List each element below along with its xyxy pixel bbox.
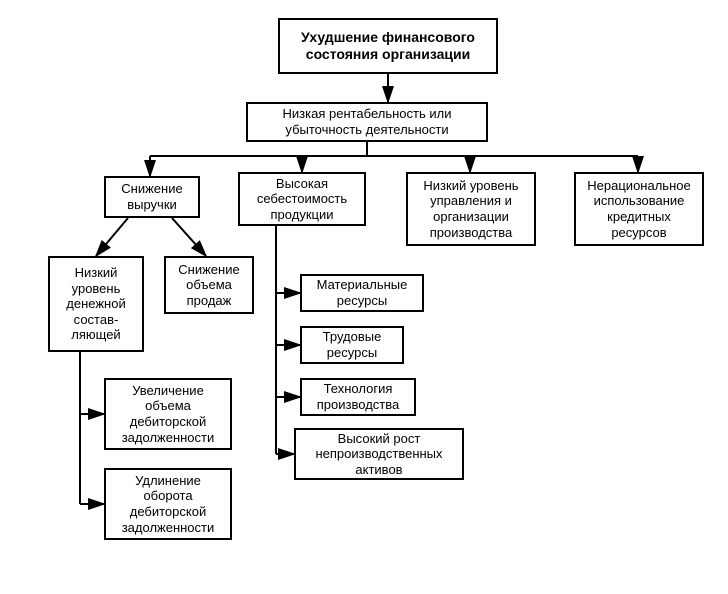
- node-label: Трудовые ресурсы: [308, 329, 396, 360]
- diagram-canvas: Ухудшение финансового состояния организа…: [0, 0, 728, 594]
- node-revenue-decrease: Снижение выручки: [104, 176, 200, 218]
- node-label: Высокий рост непроизводственных активов: [302, 431, 456, 478]
- node-label: Снижение выручки: [112, 181, 192, 212]
- node-nonproductive-assets: Высокий рост непроизводственных активов: [294, 428, 464, 480]
- node-receivables-turnover: Удлинение оборота дебиторской задолженно…: [104, 468, 232, 540]
- node-label: Удлинение оборота дебиторской задолженно…: [112, 473, 224, 535]
- node-receivables-increase: Увеличение объема дебиторской задолженно…: [104, 378, 232, 450]
- node-label: Низкий уровень денежной состав-ляющей: [56, 265, 136, 343]
- node-irrational-credit: Нерациональное использование кредитных р…: [574, 172, 704, 246]
- node-label: Высокая себестоимость продукции: [246, 176, 358, 223]
- node-label: Нерациональное использование кредитных р…: [582, 178, 696, 240]
- node-label: Увеличение объема дебиторской задолженно…: [112, 383, 224, 445]
- node-root: Ухудшение финансового состояния организа…: [278, 18, 498, 74]
- node-label: Снижение объема продаж: [172, 262, 246, 309]
- node-label: Материальные ресурсы: [308, 277, 416, 308]
- node-label: Технология производства: [308, 381, 408, 412]
- node-labor-resources: Трудовые ресурсы: [300, 326, 404, 364]
- node-material-resources: Материальные ресурсы: [300, 274, 424, 312]
- node-low-cash-level: Низкий уровень денежной состав-ляющей: [48, 256, 144, 352]
- node-label: Низкая рентабельность или убыточность де…: [254, 106, 480, 137]
- node-low-profitability: Низкая рентабельность или убыточность де…: [246, 102, 488, 142]
- node-production-technology: Технология производства: [300, 378, 416, 416]
- node-low-management: Низкий уровень управления и организации …: [406, 172, 536, 246]
- node-label: Низкий уровень управления и организации …: [414, 178, 528, 240]
- node-high-cost: Высокая себестоимость продукции: [238, 172, 366, 226]
- node-label: Ухудшение финансового состояния организа…: [286, 29, 490, 63]
- node-sales-decrease: Снижение объема продаж: [164, 256, 254, 314]
